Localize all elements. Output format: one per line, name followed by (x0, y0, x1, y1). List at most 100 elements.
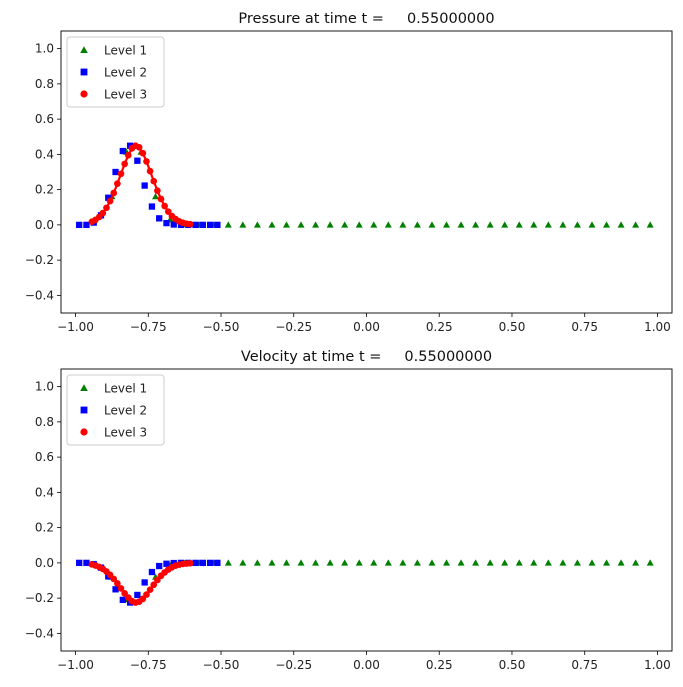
data-point (428, 221, 436, 228)
data-point (544, 559, 552, 566)
plot-panel-1: Pressure at time t = 0.55000000 −1.00 −0.7… (25, 11, 673, 334)
data-point (282, 559, 290, 566)
data-point (297, 221, 305, 228)
data-point (428, 559, 436, 566)
data-point (443, 559, 451, 566)
data-point (224, 559, 232, 566)
data-point (312, 221, 320, 228)
data-point (121, 160, 128, 168)
series-level-3 (88, 559, 194, 606)
data-point (206, 221, 214, 229)
legend-marker-triangle (80, 46, 88, 54)
legend-box (66, 374, 165, 446)
y-tick-label: 0.2 (35, 521, 54, 535)
data-point (110, 189, 118, 197)
y-tick-label: 0.8 (35, 415, 54, 429)
data-point (341, 221, 349, 228)
y-tick-label: −0.4 (25, 288, 54, 302)
x-tick-label: 0.75 (571, 320, 598, 334)
x-tick-label: −0.50 (203, 658, 240, 672)
data-point (110, 575, 118, 583)
data-point (413, 221, 421, 228)
data-point (152, 192, 160, 200)
data-point (139, 149, 147, 157)
data-point (443, 221, 451, 228)
data-point (192, 559, 199, 567)
legend-label: Level 3 (104, 88, 147, 102)
data-point (530, 559, 538, 566)
data-point (384, 559, 392, 566)
data-point (186, 220, 194, 228)
series-level-3 (88, 142, 194, 228)
data-point (99, 209, 107, 217)
data-point (148, 568, 156, 576)
data-point (117, 585, 125, 592)
data-point (119, 596, 126, 604)
data-point (282, 221, 290, 228)
x-tick-label: −0.25 (275, 320, 312, 334)
y-tick-label: 1.0 (35, 42, 54, 56)
data-point (559, 221, 567, 228)
data-point (530, 221, 538, 228)
data-point (199, 559, 206, 567)
data-point (588, 221, 596, 228)
data-point (617, 221, 625, 228)
data-point (119, 147, 126, 155)
data-point (76, 221, 83, 229)
data-point (192, 221, 199, 229)
data-point (239, 221, 247, 228)
data-point (135, 144, 143, 151)
data-point (544, 221, 552, 228)
y-tick-label: −0.4 (25, 626, 54, 640)
x-tick-label: −0.50 (203, 320, 240, 334)
data-point (186, 559, 194, 567)
data-point (646, 221, 654, 228)
data-point (603, 221, 611, 228)
data-point (164, 208, 172, 215)
x-tick-label: 0.00 (353, 320, 380, 334)
data-point (457, 221, 465, 228)
y-tick-label: 0.4 (35, 485, 54, 499)
data-point (117, 170, 125, 178)
data-point (515, 221, 523, 228)
y-tick-label: 0.0 (35, 218, 54, 232)
data-point (326, 559, 334, 566)
data-point (501, 221, 509, 228)
legend-marker-circle (80, 90, 88, 98)
data-point (154, 187, 161, 195)
data-point (83, 559, 90, 567)
chart-title: Velocity at time t = 0.55000000 (241, 349, 492, 365)
x-tick-label: 0.75 (571, 658, 598, 672)
legend: Level 1 Level 2 Level 3 (66, 36, 165, 108)
y-tick-label: 0.6 (35, 112, 54, 126)
data-point (156, 215, 163, 222)
legend-label: Level 2 (104, 66, 147, 80)
data-point (501, 559, 509, 566)
data-point (588, 559, 596, 566)
data-point (150, 581, 158, 589)
data-point (268, 559, 276, 566)
data-point (143, 591, 150, 598)
series-line (91, 144, 191, 226)
data-point (632, 559, 640, 566)
data-point (472, 221, 480, 228)
data-point (355, 559, 363, 566)
data-point (573, 559, 581, 566)
data-point (559, 559, 567, 566)
y-tick-label: 0.2 (35, 183, 54, 197)
data-point (83, 221, 90, 229)
data-point (370, 559, 378, 566)
data-point (106, 197, 114, 205)
legend: Level 1 Level 2 Level 3 (66, 374, 165, 446)
data-point (112, 168, 119, 176)
data-point (268, 221, 276, 228)
chart-title: Pressure at time t = 0.55000000 (238, 11, 494, 27)
data-point (134, 157, 141, 164)
x-tick-label: 1.00 (644, 658, 671, 672)
data-point (413, 559, 421, 566)
y-tick-label: 0.4 (35, 147, 54, 161)
data-point (214, 221, 221, 229)
legend-box (66, 36, 165, 108)
